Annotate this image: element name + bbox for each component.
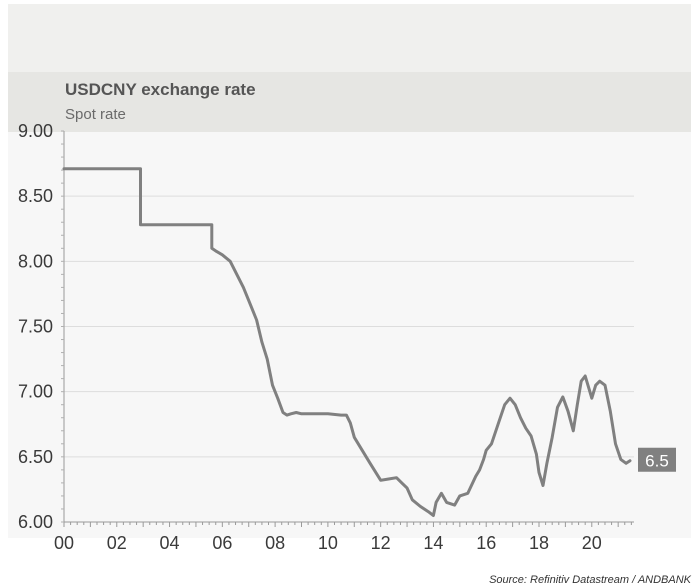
y-tick-label: 7.50 xyxy=(18,317,53,337)
last-value-box xyxy=(638,447,676,472)
top-band xyxy=(8,4,691,72)
plot-background xyxy=(8,132,691,538)
x-tick-label: 04 xyxy=(160,533,180,553)
grid-lines xyxy=(64,195,634,458)
series-line xyxy=(62,167,632,517)
last-value-layer: 6.5 xyxy=(638,447,676,472)
x-tick-label: 00 xyxy=(54,533,74,553)
y-tick-label: 9.00 xyxy=(18,121,53,141)
series-layer xyxy=(62,167,632,517)
x-tick-label: 20 xyxy=(582,533,602,553)
axes xyxy=(61,130,634,527)
x-tick-labels: 00 02 04 06 08 10 12 14 16 18 20 xyxy=(54,533,602,553)
y-tick-label: 8.00 xyxy=(18,251,53,271)
source-note: Source: Refinitiv Datastream / ANDBANK xyxy=(489,574,691,586)
y-tick-label: 8.50 xyxy=(18,186,53,206)
x-tick-label: 02 xyxy=(107,533,127,553)
title-band xyxy=(8,72,691,132)
chart-subtitle: Spot rate xyxy=(65,106,126,123)
x-tick-label: 06 xyxy=(212,533,232,553)
x-tick-label: 16 xyxy=(476,533,496,553)
x-tick-label: 18 xyxy=(529,533,549,553)
last-value-label: 6.5 xyxy=(645,452,669,471)
y-tick-label: 6.00 xyxy=(18,512,53,532)
chart-title: USDCNY exchange rate xyxy=(65,80,256,99)
x-tick-label: 08 xyxy=(265,533,285,553)
y-tick-label: 7.00 xyxy=(18,382,53,402)
y-tick-label: 6.50 xyxy=(18,447,53,467)
x-tick-label: 10 xyxy=(318,533,338,553)
x-tick-label: 14 xyxy=(423,533,443,553)
x-tick-label: 12 xyxy=(371,533,391,553)
y-tick-labels: 6.00 6.50 7.00 7.50 8.00 8.50 9.00 xyxy=(18,121,53,532)
